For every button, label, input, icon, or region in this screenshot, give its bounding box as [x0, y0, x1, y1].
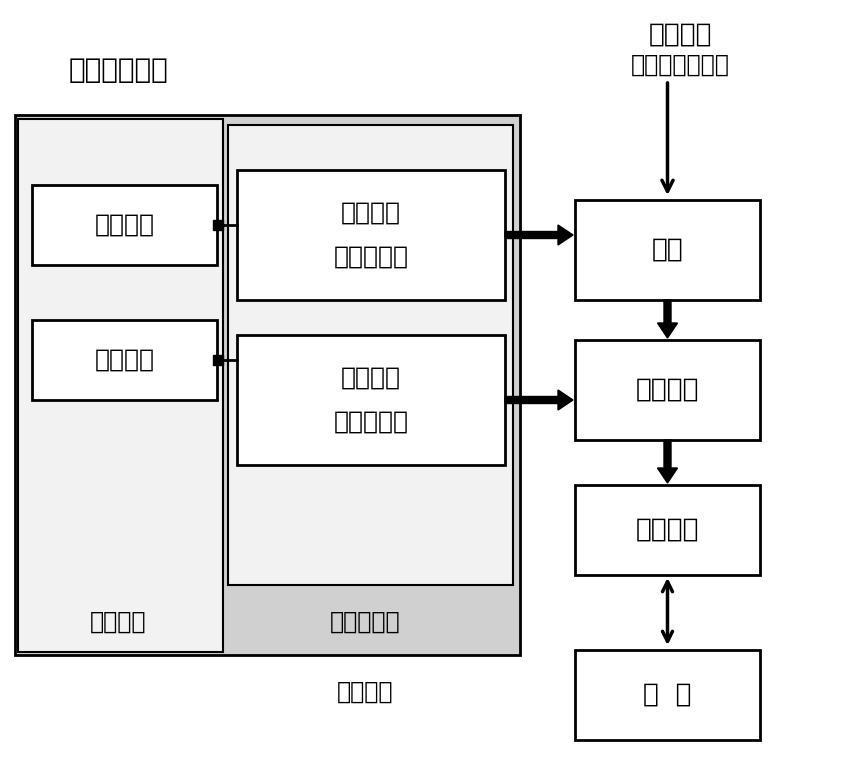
- FancyArrow shape: [657, 440, 677, 483]
- Text: 其他信号: 其他信号: [649, 22, 712, 48]
- Text: 特征值提取: 特征值提取: [334, 245, 408, 269]
- Bar: [32, 320, 217, 400]
- Text: （压力，流量）: （压力，流量）: [630, 53, 729, 77]
- Bar: [575, 485, 760, 575]
- Text: 训练: 训练: [652, 237, 683, 263]
- Bar: [213, 220, 223, 230]
- FancyArrow shape: [505, 225, 573, 245]
- Bar: [237, 170, 505, 300]
- Text: 判别准则: 判别准则: [636, 377, 700, 403]
- FancyArrow shape: [657, 300, 677, 338]
- Bar: [575, 650, 760, 740]
- Text: 模糊判别: 模糊判别: [636, 517, 700, 543]
- Bar: [575, 200, 760, 300]
- Bar: [213, 355, 223, 365]
- Text: 小波分解: 小波分解: [341, 366, 401, 390]
- Text: 样本信号: 样本信号: [95, 213, 154, 237]
- Text: 小波分解: 小波分解: [341, 201, 401, 225]
- Text: 特征值提取: 特征值提取: [334, 410, 408, 434]
- Bar: [237, 335, 505, 465]
- Text: 软测量模型: 软测量模型: [329, 610, 401, 634]
- Text: 辅助变量: 辅助变量: [90, 610, 147, 634]
- Text: 测量信号: 测量信号: [95, 348, 154, 372]
- Bar: [228, 125, 513, 585]
- FancyArrow shape: [505, 390, 573, 410]
- Bar: [32, 185, 217, 265]
- Bar: [575, 340, 760, 440]
- Text: 主导变量: 主导变量: [336, 680, 394, 704]
- Bar: [18, 119, 223, 652]
- Bar: [15, 115, 520, 655]
- Text: 流  型: 流 型: [643, 682, 692, 708]
- Text: 差压波动信号: 差压波动信号: [68, 56, 168, 84]
